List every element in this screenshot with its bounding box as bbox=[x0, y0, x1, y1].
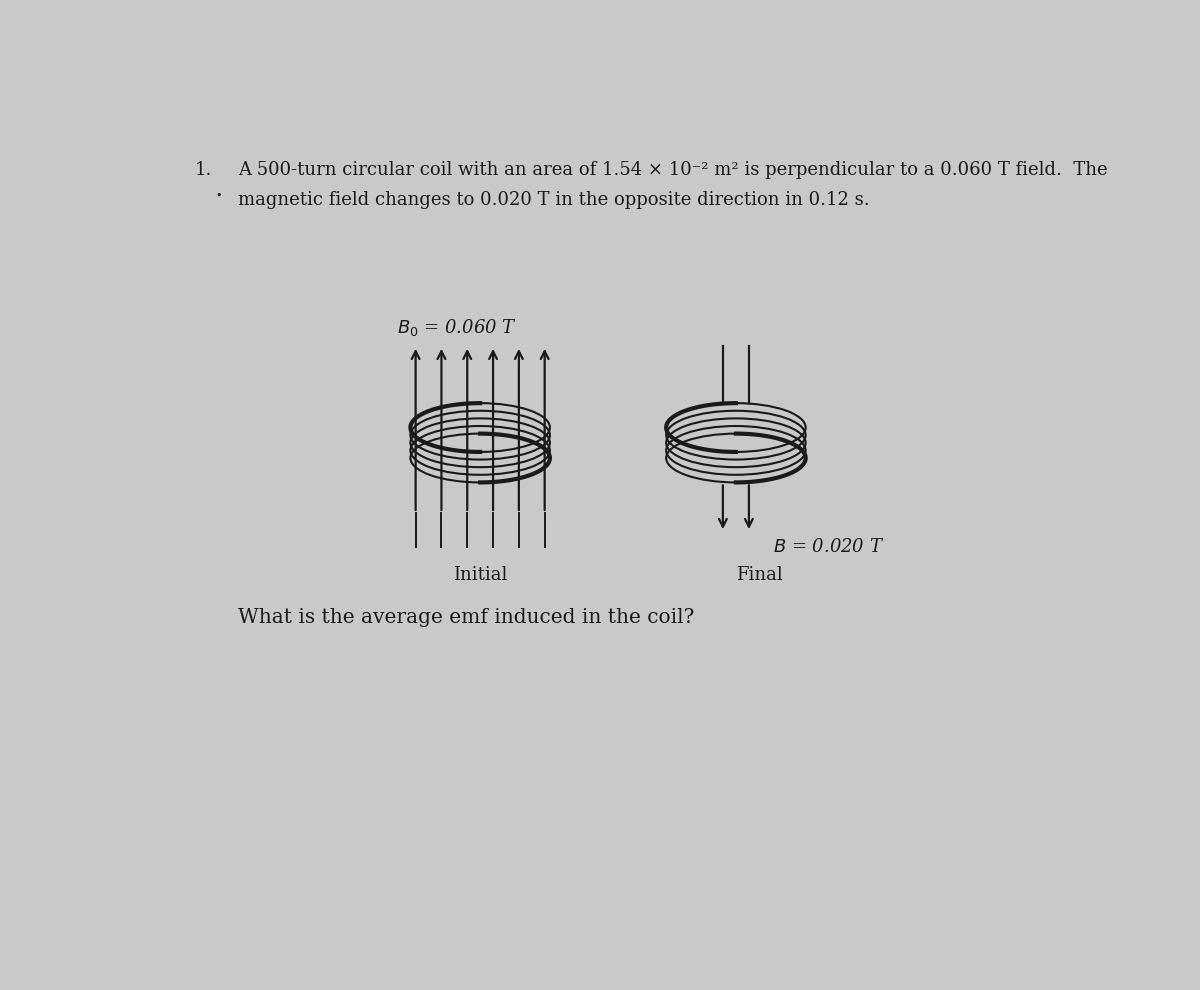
Text: •: • bbox=[215, 191, 222, 201]
Text: 1.: 1. bbox=[194, 160, 212, 179]
Text: A 500-turn circular coil with an area of 1.54 × 10⁻² m² is perpendicular to a 0.: A 500-turn circular coil with an area of… bbox=[239, 160, 1108, 179]
Text: $B_0$ = 0.060 T: $B_0$ = 0.060 T bbox=[397, 318, 517, 339]
Text: $B$ = 0.020 T: $B$ = 0.020 T bbox=[773, 539, 884, 556]
Text: What is the average emf induced in the coil?: What is the average emf induced in the c… bbox=[239, 608, 695, 628]
Text: magnetic field changes to 0.020 T in the opposite direction in 0.12 s.: magnetic field changes to 0.020 T in the… bbox=[239, 191, 870, 209]
Text: Initial: Initial bbox=[452, 566, 508, 584]
Text: Final: Final bbox=[736, 566, 782, 584]
